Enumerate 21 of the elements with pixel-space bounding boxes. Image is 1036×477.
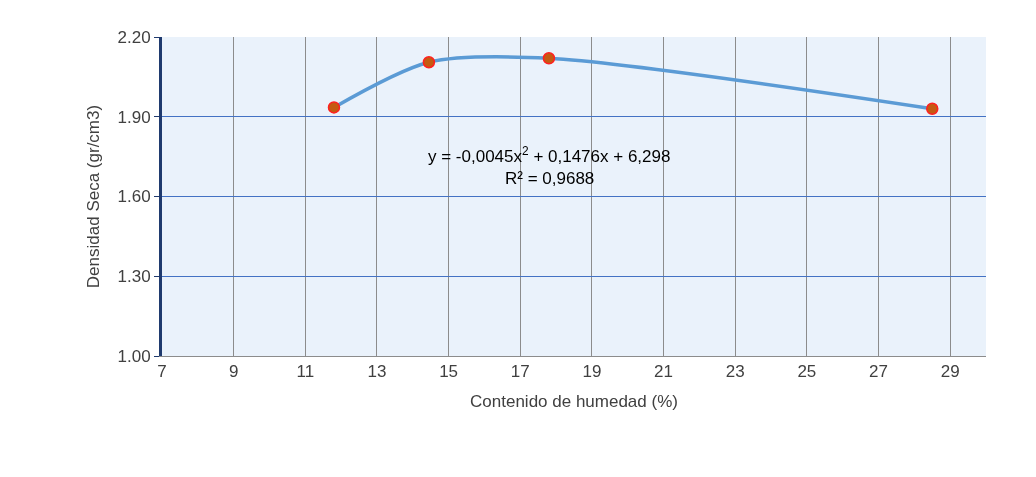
x-axis-title: Contenido de humedad (%) [470,391,678,411]
x-tick-label: 13 [367,362,387,382]
y-tick-label: 1.60 [117,187,151,207]
x-tick-label: 21 [654,362,674,382]
annotation: R² = 0,9688 [505,169,595,188]
y-tick-label: 2.20 [117,27,151,47]
annotation: y = -0,0045x$^{2}$ + 0,1476x + 6,298 [428,144,671,167]
y-tick-label: 1.00 [117,346,151,366]
y-axis-title: Densidad Seca (gr/cm3) [84,104,104,289]
x-tick-label: 29 [940,362,960,382]
x-tick-label: 23 [725,362,745,382]
x-tick-label: 25 [797,362,817,382]
x-tick-label: 9 [228,362,239,382]
y-tick-label: 1.30 [117,267,151,287]
x-tick-label: 17 [510,362,530,382]
x-tick-label: 19 [582,362,602,382]
x-tick-label: 27 [869,362,888,382]
y-tick-label: 1.90 [117,107,151,127]
x-tick-label: 15 [439,362,459,382]
x-tick-label: 7 [157,362,167,382]
x-tick-label: 11 [296,362,315,382]
